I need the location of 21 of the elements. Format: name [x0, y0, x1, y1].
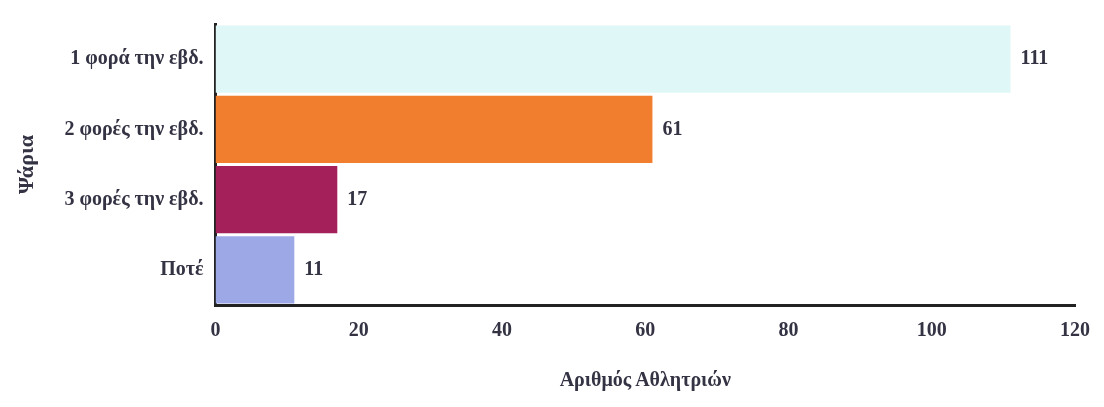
data-label: 111	[1020, 46, 1049, 69]
y-tick-label: 2 φορές την εβδ.	[64, 116, 204, 140]
x-tick-label: 0	[210, 318, 221, 341]
bar	[215, 165, 338, 234]
data-label: 17	[347, 186, 368, 209]
x-tick-label: 120	[1060, 318, 1090, 341]
bar	[215, 236, 295, 304]
y-tick-label: Ποτέ	[160, 257, 204, 280]
x-tick-label: 40	[492, 318, 513, 341]
data-label: 11	[304, 257, 324, 280]
x-tick-label: 100	[916, 318, 947, 341]
x-tick-label: 60	[635, 318, 656, 341]
x-tick-label: 80	[778, 318, 799, 341]
x-axis-title: Αριθμός Αθλητριών	[559, 368, 731, 392]
y-axis-title: Ψάρια	[12, 134, 38, 195]
data-label: 61	[662, 116, 683, 139]
x-tick-label: 20	[348, 318, 369, 341]
y-tick-label: 1 φορά την εβδ.	[70, 46, 204, 70]
bar	[215, 95, 653, 164]
y-tick-label: 3 φορές την εβδ.	[64, 186, 204, 210]
bar	[215, 25, 1011, 93]
